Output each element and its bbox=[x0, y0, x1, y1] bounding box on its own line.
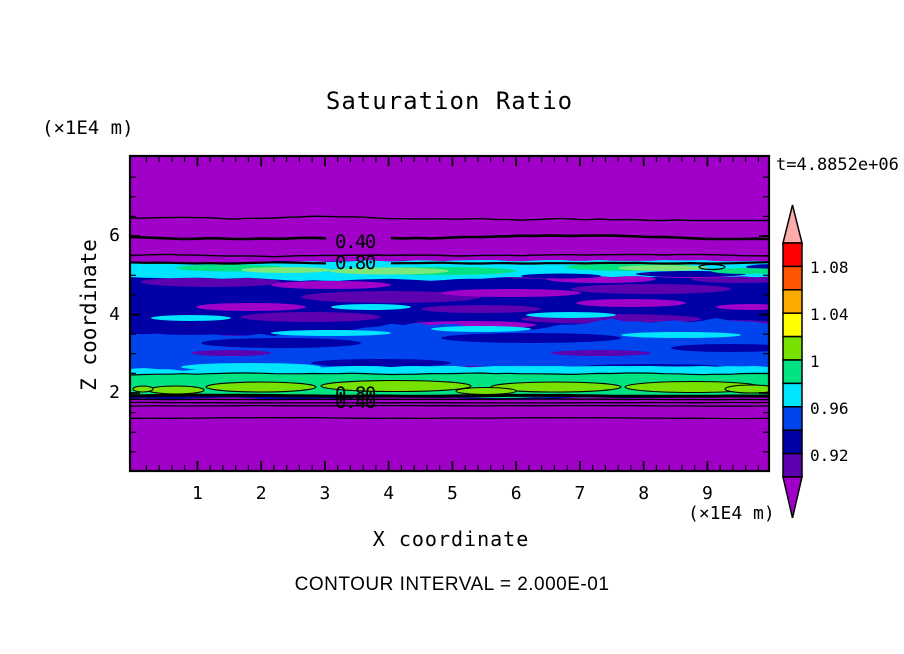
z-tick-label-2: 2 bbox=[109, 382, 120, 403]
x-axis-title: X coordinate bbox=[372, 527, 530, 551]
colorbar-label-1: 1 bbox=[810, 352, 820, 371]
contour-label-1: 0.80 bbox=[335, 252, 376, 274]
x-axis-unit-label: (×1E4 m) bbox=[688, 503, 775, 524]
x-tick-label-5: 5 bbox=[446, 483, 458, 504]
colorbar-label-1.08: 1.08 bbox=[810, 258, 849, 278]
x-tick-label-9: 9 bbox=[701, 483, 713, 504]
contour-label-3: 0.40 bbox=[335, 391, 376, 413]
x-tick-label-2: 2 bbox=[255, 483, 267, 504]
x-tick-label-6: 6 bbox=[510, 483, 522, 504]
x-tick-label-4: 4 bbox=[383, 483, 395, 504]
contour-label-0: 0.40 bbox=[335, 231, 376, 253]
z-axis-unit-label: (×1E4 m) bbox=[42, 117, 134, 139]
contour-interval-label: CONTOUR INTERVAL = 2.000E-01 bbox=[294, 574, 610, 595]
timestamp-label: t=4.8852e+06 bbox=[776, 155, 899, 175]
x-tick-label-7: 7 bbox=[574, 483, 586, 504]
z-tick-label-4: 4 bbox=[109, 303, 120, 325]
z-tick-label-6: 6 bbox=[109, 225, 120, 246]
x-tick-label-8: 8 bbox=[638, 483, 650, 504]
x-tick-label-1: 1 bbox=[191, 483, 203, 504]
colorbar-label-0.92: 0.92 bbox=[810, 445, 849, 465]
colorbar-label-0.96: 0.96 bbox=[810, 398, 849, 418]
colorbar-label-1.04: 1.04 bbox=[810, 305, 849, 325]
contour-label-2: 0.80 bbox=[335, 383, 376, 405]
chart-title: Saturation Ratio bbox=[325, 87, 574, 115]
x-tick-label-3: 3 bbox=[319, 483, 331, 504]
